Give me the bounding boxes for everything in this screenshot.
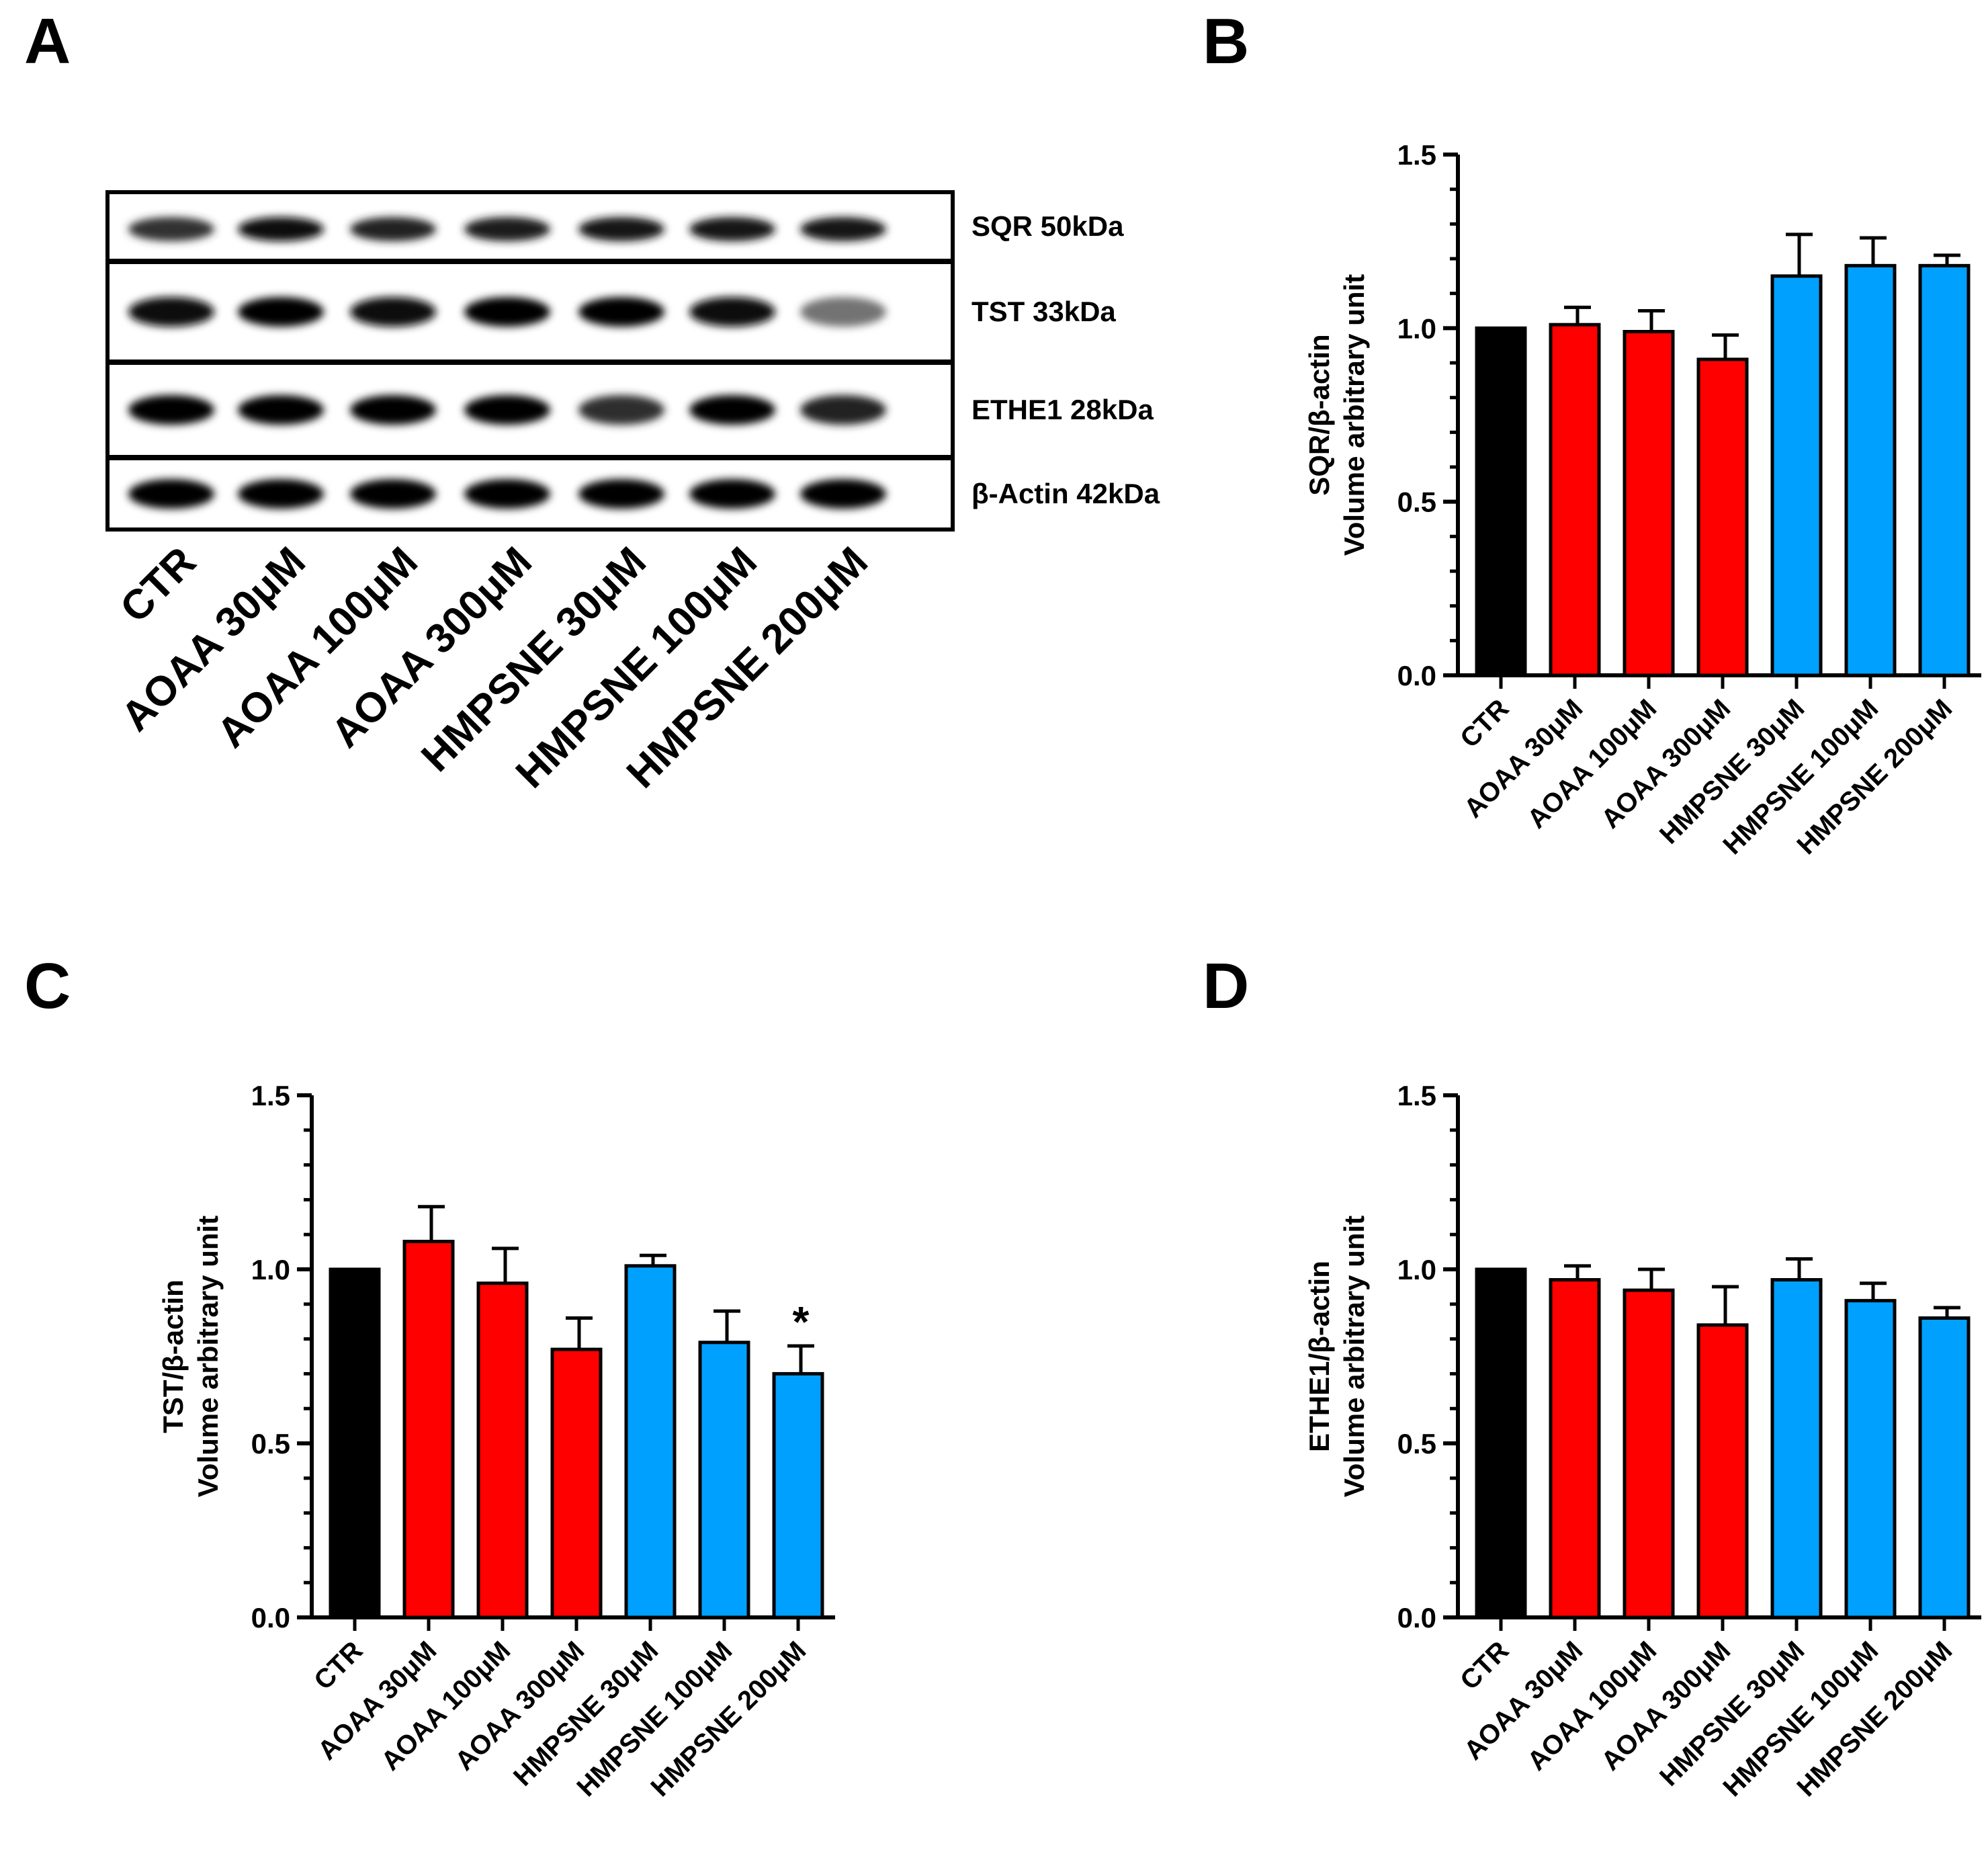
blot-band — [689, 395, 775, 425]
blot-band — [464, 479, 550, 509]
blot-band — [238, 395, 324, 425]
x-tick-label: AOAA 300μM — [1596, 693, 1736, 834]
bar-aoaa-300-m — [1696, 1323, 1749, 1619]
blot-band — [578, 217, 664, 241]
y-tick-label: 0.5 — [1397, 1428, 1436, 1459]
bar-hmpsne-30-m — [1770, 274, 1823, 677]
y-tick-label: 1.5 — [1397, 139, 1436, 171]
bar-hmpsne-100-m — [1844, 1299, 1897, 1619]
y-axis-label-unit: Volume arbitrary unit — [1338, 1216, 1370, 1497]
blot-band — [128, 479, 214, 509]
y-tick-label: 0.5 — [1397, 486, 1436, 518]
blot-band — [238, 217, 324, 241]
y-tick-label: 0.5 — [251, 1428, 290, 1459]
x-tick-label: AOAA 100μM — [1522, 693, 1662, 834]
blot-band — [689, 479, 775, 509]
bar-hmpsne-30-m — [1770, 1278, 1823, 1619]
bar-hmpsne-30-m — [624, 1264, 677, 1619]
x-tick-label: CTR — [1455, 693, 1514, 753]
bar-ctr — [329, 1267, 381, 1619]
blot-band — [800, 297, 886, 327]
blot-lane-label: AOAA 100μM — [208, 538, 427, 757]
bar-hmpsne-200-m — [1918, 263, 1971, 677]
blot-strip-label: ETHE1 28kDa — [971, 394, 1154, 425]
blot-band — [800, 217, 886, 241]
chart-tst-expression: 0.0 0.5 1.0 1.5 TST/β-actin Volume arbitrary … — [157, 1080, 835, 1802]
blot-strip-label: TST 33kDa — [971, 296, 1116, 327]
bar-aoaa-100-m — [476, 1281, 529, 1619]
y-tick-label: 1.5 — [251, 1080, 290, 1111]
bar-hmpsne-200-m — [772, 1371, 824, 1619]
x-tick-label: AOAA 100μM — [1522, 1636, 1662, 1776]
blot-band — [464, 395, 550, 425]
panel-letter-c: C — [24, 950, 71, 1022]
blot-band — [689, 217, 775, 241]
bar-aoaa-300-m — [1696, 357, 1749, 677]
x-tick-label: CTR — [1455, 1636, 1514, 1695]
blot-band — [464, 217, 550, 241]
blot-band — [128, 395, 214, 425]
y-tick-label: 0.0 — [251, 1602, 290, 1634]
y-tick-label: 1.0 — [1397, 1254, 1436, 1285]
blot-band — [464, 297, 550, 327]
bar-aoaa-30-m — [402, 1240, 455, 1619]
blot-strip-label: β-Actin 42kDa — [971, 478, 1160, 509]
chart-sqr-expression: 0.0 0.5 1.0 1.5 SQR/β-actin Volume arbitrary … — [1303, 139, 1981, 860]
y-axis-label-unit: Volume arbitrary unit — [1338, 274, 1370, 556]
bar-aoaa-30-m — [1549, 1278, 1601, 1619]
bar-hmpsne-100-m — [1844, 263, 1897, 677]
blot-band — [350, 479, 436, 509]
blot-band — [128, 297, 214, 327]
blot-band — [800, 395, 886, 425]
blot-band — [238, 479, 324, 509]
bar-ctr — [1475, 1267, 1527, 1619]
blot-band — [238, 297, 324, 327]
blot-band — [578, 479, 664, 509]
x-tick-label: AOAA 300μM — [1596, 1636, 1736, 1776]
bar-aoaa-300-m — [550, 1347, 603, 1619]
y-axis-label-unit: Volume arbitrary unit — [192, 1216, 224, 1497]
y-tick-label: 1.0 — [251, 1254, 290, 1285]
blot-band — [800, 479, 886, 509]
panel-letter-a: A — [24, 5, 71, 77]
y-tick-label: 1.0 — [1397, 312, 1436, 344]
blot-band — [350, 217, 436, 241]
blot-strip-ethe1-28kda: ETHE1 28kDa — [105, 361, 1154, 459]
x-tick-label: AOAA 300μM — [449, 1636, 590, 1776]
blot-band — [128, 217, 214, 241]
blot-band — [350, 395, 436, 425]
blot-band — [350, 297, 436, 327]
y-axis-label: SQR/β-actin — [1303, 334, 1335, 495]
y-tick-label: 0.0 — [1397, 1602, 1436, 1634]
y-tick-label: 1.5 — [1397, 1080, 1436, 1111]
panel-letter-d: D — [1203, 950, 1250, 1022]
y-axis-label: ETHE1/β-actin — [1303, 1261, 1335, 1452]
x-tick-label: CTR — [308, 1636, 368, 1695]
blot-band — [689, 297, 775, 327]
chart-ethe1-expression: 0.0 0.5 1.0 1.5 ETHE1/β-actin Volume arbitrar… — [1303, 1080, 1981, 1802]
blot-band — [578, 395, 664, 425]
bar-aoaa-100-m — [1623, 1288, 1675, 1619]
significance-marker: * — [793, 1298, 810, 1346]
bar-aoaa-30-m — [1549, 323, 1601, 677]
bar-hmpsne-200-m — [1918, 1316, 1971, 1619]
y-axis-label: TST/β-actin — [157, 1279, 189, 1433]
blot-lane-label: CTR — [112, 538, 205, 632]
blot-strip-actin-42kda: β-Actin 42kDa — [105, 456, 1160, 532]
panel-letter-b: B — [1203, 5, 1250, 77]
blot-strip-tst-33kda: TST 33kDa — [105, 260, 1116, 364]
bar-ctr — [1475, 326, 1527, 677]
blot-strip-sqr-50kda: SQR 50kDa — [105, 190, 1124, 263]
y-tick-label: 0.0 — [1397, 660, 1436, 691]
blot-lane-label: AOAA 300μM — [322, 538, 541, 757]
x-tick-label: AOAA 100μM — [376, 1636, 516, 1776]
bar-aoaa-100-m — [1623, 330, 1675, 677]
blot-band — [578, 297, 664, 327]
blot-strip-label: SQR 50kDa — [971, 210, 1124, 242]
western-blot-panel: SQR 50kDa TST 33kDa ETHE1 28kDa β-Actin 42k… — [105, 190, 1160, 797]
bar-hmpsne-100-m — [698, 1341, 750, 1619]
